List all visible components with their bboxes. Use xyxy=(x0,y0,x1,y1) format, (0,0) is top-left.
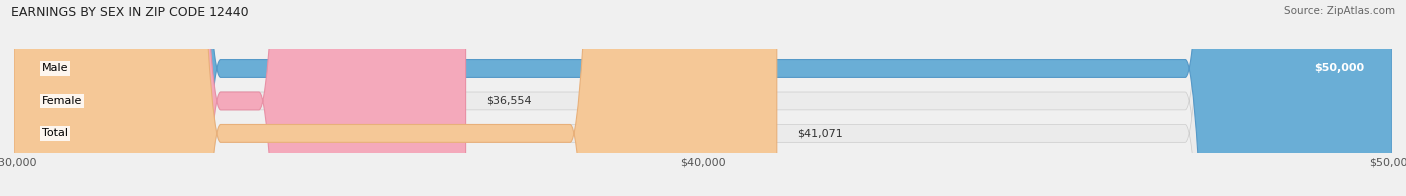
Text: $36,554: $36,554 xyxy=(486,96,531,106)
Text: $41,071: $41,071 xyxy=(797,128,844,138)
Text: $50,000: $50,000 xyxy=(1315,64,1364,74)
FancyBboxPatch shape xyxy=(14,0,1392,196)
FancyBboxPatch shape xyxy=(14,0,1392,196)
Text: Female: Female xyxy=(42,96,82,106)
Text: Total: Total xyxy=(42,128,67,138)
Text: Source: ZipAtlas.com: Source: ZipAtlas.com xyxy=(1284,6,1395,16)
Text: Male: Male xyxy=(42,64,67,74)
FancyBboxPatch shape xyxy=(14,0,465,196)
Text: EARNINGS BY SEX IN ZIP CODE 12440: EARNINGS BY SEX IN ZIP CODE 12440 xyxy=(11,6,249,19)
FancyBboxPatch shape xyxy=(14,0,1392,196)
FancyBboxPatch shape xyxy=(14,0,1392,196)
FancyBboxPatch shape xyxy=(14,0,776,196)
